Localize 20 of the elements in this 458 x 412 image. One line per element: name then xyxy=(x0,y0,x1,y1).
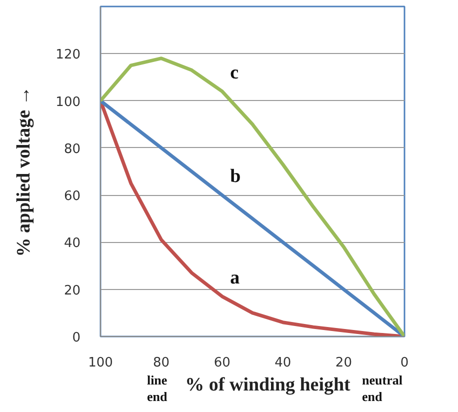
y-tick-label: 80 xyxy=(64,142,81,157)
text: neutral end xyxy=(362,372,403,404)
y-tick-label: 20 xyxy=(64,283,81,298)
x-tick-label: 20 xyxy=(335,356,352,370)
y-tick-label: 60 xyxy=(64,189,81,204)
series-label: c xyxy=(230,62,239,84)
y-tick-label: 120 xyxy=(56,48,81,63)
series-label: b xyxy=(230,166,241,188)
x-axis-title: % of winding height xyxy=(185,374,352,396)
x-tick-label: 60 xyxy=(214,356,230,370)
x-tick-label: 80 xyxy=(153,356,170,370)
x-tick-label: 40 xyxy=(274,356,292,370)
x-tick-label: 0 xyxy=(400,356,409,370)
x-tick-label: 100 xyxy=(88,356,113,370)
y-axis-title: % applied voltage → xyxy=(14,86,35,257)
y-tick-label: 40 xyxy=(64,236,81,252)
text: line end xyxy=(146,372,168,404)
series-label: a xyxy=(230,267,240,288)
y-tick-label: 100 xyxy=(56,94,81,110)
y-tick-label: 0 xyxy=(72,330,81,346)
